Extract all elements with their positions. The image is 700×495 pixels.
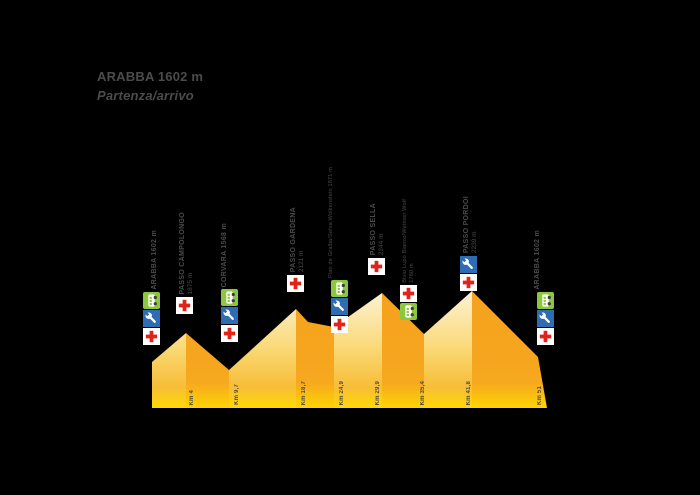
km-marker-label: Km 18,7 (301, 380, 307, 405)
medical-cross-icon (287, 275, 304, 292)
wrench-icon (143, 310, 160, 327)
waypoint-label: Plan de Gralba/Selva Wolkenstein 1871 m (328, 167, 335, 278)
waypoint-label: ARABBA 1602 m (150, 230, 159, 290)
refreshment-van-icon (331, 280, 348, 297)
waypoint-label: PASSO PORDOI 2239 m (462, 196, 480, 253)
wrench-icon (221, 307, 238, 324)
waypoint-elevation: 2244 m (378, 233, 386, 255)
refreshment-van-icon (537, 292, 554, 309)
km-marker-label: Km 9,7 (234, 384, 240, 405)
km-marker-label: Km 51 (537, 385, 543, 405)
medical-cross-icon (331, 316, 348, 333)
waypoint-name: PASSO CAMPOLONGO (179, 211, 186, 294)
poster-title: ARABBA 1602 m Partenza/arrivo (97, 70, 203, 102)
wrench-icon (331, 298, 348, 315)
waypoint-elevation: 1780 m (408, 263, 415, 283)
profile-face-ascent-gardena (229, 309, 296, 408)
medical-cross-icon (143, 328, 160, 345)
wrench-icon (537, 310, 554, 327)
medical-cross-icon (368, 258, 385, 275)
profile-face-ascent-pordoi (424, 291, 472, 408)
km-marker-label: Km 41,8 (466, 380, 472, 405)
start-location-title: ARABBA 1602 m (97, 69, 204, 84)
waypoint-name: Plan de Gralba/Selva Wolkenstein 1871 m (328, 166, 334, 278)
waypoint-name: ARABBA 1602 m (151, 230, 158, 290)
profile-face-descent-corvara (186, 333, 229, 408)
waypoint-label: PASSO SELLA 2244 m (369, 203, 387, 255)
profile-face-descent-plandegralba (296, 309, 334, 408)
refreshment-van-icon (143, 292, 160, 309)
km-marker-label: Km 4 (189, 389, 195, 405)
medical-cross-icon (400, 285, 417, 302)
waypoint-name: ARABBA 1602 m (534, 230, 541, 290)
km-marker-label: Km 29,9 (375, 380, 381, 405)
medical-cross-icon (176, 297, 193, 314)
km-marker-label: Km 24,9 (339, 380, 345, 405)
medical-cross-icon (460, 274, 477, 291)
waypoint-label: PASSO CAMPOLONGO 1875 m (178, 212, 196, 294)
medical-cross-icon (221, 325, 238, 342)
waypoint-elevation: 2239 m (471, 231, 479, 253)
waypoint-name: Bivio Lupo Bianco/Weisser Wolf (402, 199, 408, 283)
waypoint-name: PASSO PORDOI (463, 195, 470, 253)
waypoint-elevation: 1875 m (187, 272, 195, 294)
profile-face-descent-arabba (472, 291, 547, 408)
refreshment-van-icon (221, 289, 238, 306)
waypoint-name: CORVARA 1568 m (221, 222, 228, 287)
start-finish-subtitle: Partenza/arrivo (97, 88, 194, 103)
waypoint-name: PASSO GARDENA (290, 206, 297, 272)
waypoint-label: ARABBA 1602 m (533, 230, 542, 290)
waypoint-label: CORVARA 1568 m (220, 223, 229, 287)
wrench-icon (460, 256, 477, 273)
waypoint-label: Bivio Lupo Bianco/Weisser Wolf 1780 m (402, 199, 416, 283)
km-marker-label: Km 35,4 (420, 380, 426, 405)
refreshment-van-icon (400, 303, 417, 320)
profile-face-descent-lupobianco (382, 293, 424, 408)
waypoint-label: PASSO GARDENA 2121 m (289, 207, 307, 272)
profile-face-ascent-campolongo (152, 333, 186, 408)
waypoint-name: PASSO SELLA (370, 202, 377, 255)
waypoint-elevation: 2121 m (298, 250, 306, 272)
medical-cross-icon (537, 328, 554, 345)
